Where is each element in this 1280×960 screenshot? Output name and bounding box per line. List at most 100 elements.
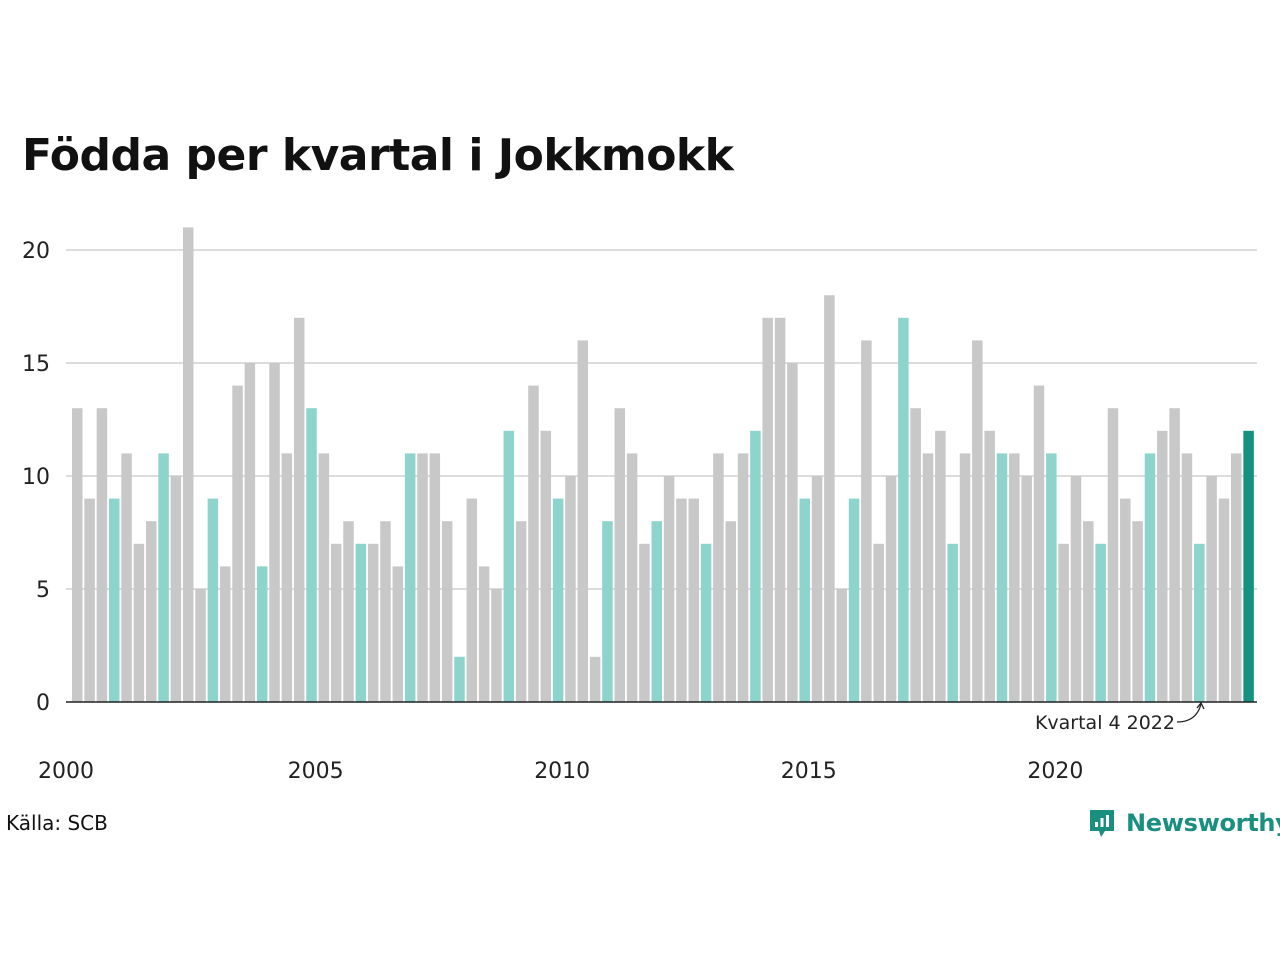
bar-2021-k2 xyxy=(1120,498,1131,702)
bar-2021-k1 xyxy=(1107,408,1119,702)
bar-2015-k3 xyxy=(836,589,847,702)
bar-2007-k1 xyxy=(417,453,428,702)
bar-2014-k3 xyxy=(787,363,798,702)
bar-2021-k3 xyxy=(1132,521,1143,702)
bar-2000-k4 xyxy=(108,498,120,702)
bar-2007-k2 xyxy=(429,453,441,702)
bar-2011-k4 xyxy=(651,521,663,702)
bar-2009-k1 xyxy=(515,521,527,702)
bar-2002-k2 xyxy=(182,227,194,702)
bar-2022-k1 xyxy=(1157,430,1168,702)
bar-2010-k1 xyxy=(565,476,576,702)
bar-2014-k1 xyxy=(762,317,773,702)
bar-2013-k2 xyxy=(725,521,736,702)
bar-2016-k4 xyxy=(898,317,909,702)
bar-2001-k3 xyxy=(145,521,157,702)
bar-2022-k2 xyxy=(1169,408,1180,702)
bar-2019-k2 xyxy=(1021,476,1032,702)
x-tick-label: 2020 xyxy=(1027,759,1083,784)
x-tick-label: 2015 xyxy=(781,759,837,784)
bar-2009-k2 xyxy=(528,385,539,702)
bar-2019-k1 xyxy=(1009,453,1020,702)
newsworthy-logo-icon xyxy=(1090,810,1114,837)
x-tick-label: 2005 xyxy=(288,759,344,784)
bar-2001-k2 xyxy=(133,543,145,702)
bar-2015-k1 xyxy=(811,476,823,702)
bar-2010-k2 xyxy=(577,340,589,702)
bar-2001-k4 xyxy=(158,453,169,702)
bar-2016-k2 xyxy=(873,543,884,702)
bar-2004-k4 xyxy=(306,408,317,702)
bar-2017-k2 xyxy=(922,453,934,702)
bar-2019-k3 xyxy=(1033,385,1045,702)
bar-2003-k1 xyxy=(219,566,231,702)
bar-2021-k4 xyxy=(1144,453,1156,702)
bar-2009-k4 xyxy=(552,498,564,702)
bar-2003-k3 xyxy=(244,363,256,702)
annotation-label: Kvartal 4 2022 xyxy=(1035,712,1175,734)
bar-2019-k4 xyxy=(1046,453,1057,702)
bar-2020-k1 xyxy=(1058,543,1069,702)
bar-2018-k4 xyxy=(996,453,1008,702)
y-tick-labels: 0 5 10 15 20 xyxy=(22,239,50,716)
bar-2023-k4 xyxy=(1243,430,1254,702)
bar-2020-k3 xyxy=(1083,521,1094,702)
bar-2000-k1 xyxy=(72,408,83,702)
bar-2016-k1 xyxy=(861,340,872,702)
annotation-arrowhead xyxy=(1196,701,1205,710)
bar-2005-k4 xyxy=(355,543,367,702)
bar-2014-k2 xyxy=(774,317,786,702)
bars xyxy=(72,227,1254,702)
bar-2013-k3 xyxy=(737,453,749,702)
bar-2018-k2 xyxy=(972,340,983,702)
y-tick-label: 0 xyxy=(36,691,50,716)
bar-chart: 0 5 10 15 20 2000 2005 2010 2015 2020 Kvartal 4 … xyxy=(22,227,1257,784)
bar-2004-k3 xyxy=(293,317,305,702)
bar-2015-k2 xyxy=(824,295,835,702)
bar-2017-k3 xyxy=(935,430,946,702)
brand-name: Newsworthy xyxy=(1126,809,1280,837)
bar-2006-k1 xyxy=(367,543,379,702)
bar-2005-k1 xyxy=(318,453,330,702)
bar-2003-k4 xyxy=(256,566,268,702)
bar-2012-k3 xyxy=(688,498,699,702)
bar-2018-k1 xyxy=(959,453,971,702)
bar-2002-k3 xyxy=(195,589,206,702)
bar-2005-k2 xyxy=(330,543,342,702)
annotation: Kvartal 4 2022 xyxy=(1035,701,1205,734)
bar-2023-k1 xyxy=(1206,476,1217,702)
x-tick-label: 2000 xyxy=(38,759,94,784)
bar-2013-k4 xyxy=(750,430,761,702)
x-tick-label: 2010 xyxy=(534,759,590,784)
bar-2022-k4 xyxy=(1194,543,1205,702)
bar-2008-k3 xyxy=(491,589,502,702)
bar-2010-k4 xyxy=(602,521,613,702)
bar-2007-k4 xyxy=(454,656,465,702)
bar-2017-k4 xyxy=(947,543,958,702)
source-note: Källa: SCB xyxy=(6,811,108,835)
bar-2023-k2 xyxy=(1218,498,1230,702)
bar-2004-k1 xyxy=(269,363,280,702)
x-tick-labels: 2000 2005 2010 2015 2020 xyxy=(38,759,1083,784)
y-tick-label: 5 xyxy=(36,578,50,603)
bar-2005-k3 xyxy=(343,521,354,702)
bar-2012-k4 xyxy=(700,543,712,702)
annotation-arrow xyxy=(1176,703,1202,723)
bar-2018-k3 xyxy=(984,430,995,702)
bar-2009-k3 xyxy=(540,430,552,702)
brand-logo: Newsworthy xyxy=(1088,803,1280,843)
bar-2012-k2 xyxy=(676,498,687,702)
bar-2008-k2 xyxy=(478,566,490,702)
bar-2002-k4 xyxy=(207,498,219,702)
bar-2011-k3 xyxy=(639,543,650,702)
bar-2006-k3 xyxy=(392,566,404,702)
bar-2020-k4 xyxy=(1095,543,1106,702)
bar-2007-k3 xyxy=(441,521,453,702)
bar-2008-k4 xyxy=(503,430,515,702)
y-tick-label: 15 xyxy=(22,352,50,377)
bar-2020-k2 xyxy=(1070,476,1082,702)
bar-2011-k2 xyxy=(626,453,638,702)
bar-2013-k1 xyxy=(713,453,724,702)
bar-2006-k2 xyxy=(380,521,391,702)
bar-2023-k3 xyxy=(1231,453,1242,702)
